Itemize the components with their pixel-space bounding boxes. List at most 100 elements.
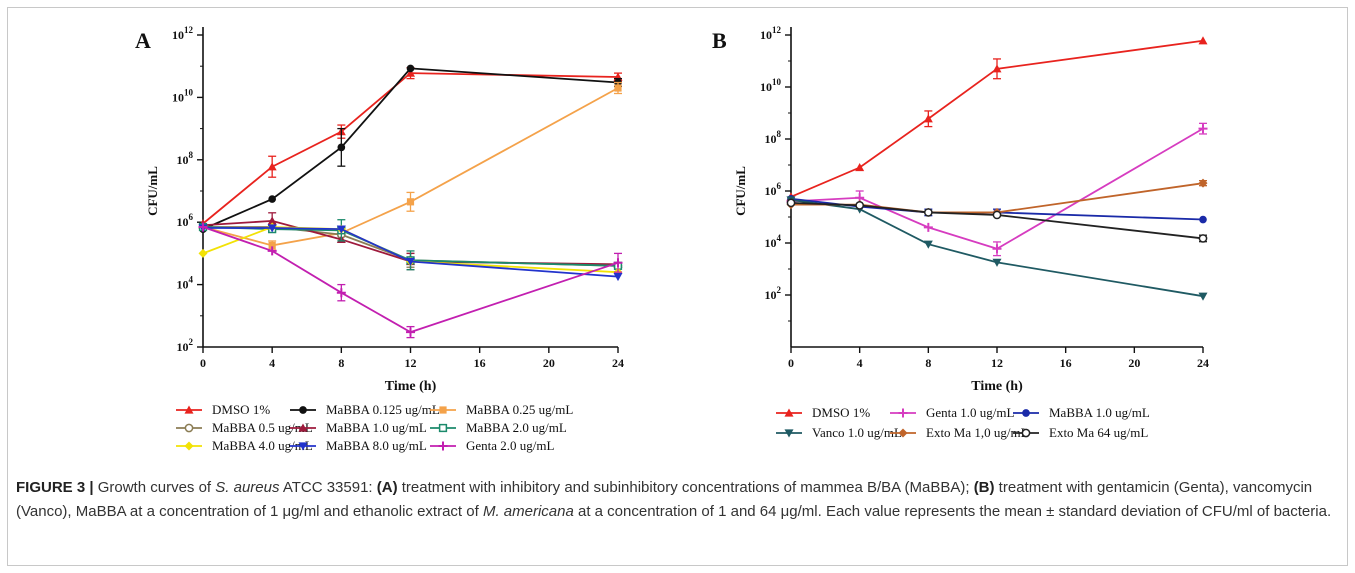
caption-text: Growth curves of [93, 479, 216, 496]
legend-label: MaBBA 4.0 ug/mL [212, 438, 313, 453]
series-2 [199, 81, 622, 251]
data-point-marker [184, 423, 194, 433]
legend-label: MaBBA 0.25 ug/mL [466, 402, 573, 417]
legend-item: Vanco 1.0 ug/mL [776, 425, 902, 440]
legend-item: Exto Ma 1,0 ug/mL [890, 425, 1029, 440]
data-point-marker [784, 429, 794, 438]
figure-frame [7, 7, 1348, 566]
series-8 [198, 222, 623, 339]
data-point-marker [1199, 215, 1207, 224]
legend-item: MaBBA 1.0 ug/mL [290, 420, 427, 435]
x-tick-label: 20 [543, 356, 555, 370]
legend-label: MaBBA 0.125 ug/mL [326, 402, 440, 417]
legend-label: Vanco 1.0 ug/mL [812, 425, 902, 440]
x-tick-label: 4 [857, 356, 863, 370]
legend-item: MaBBA 0.5 ug/mL [176, 420, 313, 435]
legend-label: MaBBA 2.0 ug/mL [466, 420, 567, 435]
data-point-marker [1198, 292, 1208, 301]
x-tick-label: 16 [474, 356, 486, 370]
series-5 [786, 198, 1208, 243]
data-point-marker [267, 224, 277, 233]
legend-label: Genta 1.0 ug/mL [926, 405, 1015, 420]
caption-text: at a concentration of 1 and 64 μg/ml. Ea… [573, 503, 1332, 520]
x-tick-label: 24 [1197, 356, 1209, 370]
data-point-marker [1198, 178, 1208, 188]
data-point-marker [855, 201, 865, 210]
chart-panel-b: B 0 4 8 12 16 20 24 Time (h) 1012 1010 108 106 104 102… [712, 25, 1209, 440]
data-point-marker [267, 216, 277, 225]
data-point-marker [336, 288, 346, 298]
x-tick-label: 4 [269, 356, 275, 370]
data-point-marker [1198, 36, 1208, 45]
data-point-marker [298, 423, 308, 432]
legend: DMSO 1% Genta 1.0 ug/mL MaBBA 1.0 ug/mL Van… [776, 405, 1150, 440]
data-point-marker [406, 198, 415, 206]
y-tick-label: 1010 [172, 87, 194, 104]
data-point-marker [784, 408, 794, 417]
y-tick-label: 108 [177, 150, 194, 167]
data-point-marker [898, 408, 908, 418]
data-point-marker [439, 406, 447, 414]
data-point-marker [267, 162, 277, 171]
data-point-marker [337, 143, 346, 152]
data-point-marker [613, 273, 623, 282]
caption-species: M. americana [482, 503, 574, 520]
data-point-marker [923, 114, 933, 123]
data-point-marker [992, 258, 1002, 267]
data-point-marker [267, 246, 277, 256]
legend-label: DMSO 1% [812, 405, 870, 420]
x-axis-title: Time (h) [971, 379, 1023, 394]
panel-label: A [135, 28, 151, 53]
data-point-marker [299, 406, 307, 414]
x-tick-label: 12 [991, 356, 1003, 370]
data-point-marker [855, 163, 865, 172]
data-point-marker [992, 210, 1002, 220]
y-tick-label: 102 [765, 285, 782, 302]
data-point-marker [992, 64, 1002, 73]
legend-item: MaBBA 0.25 ug/mL [430, 402, 573, 417]
caption-panel-b: (B) [973, 479, 995, 496]
x-tick-label: 24 [612, 356, 624, 370]
legend-item: MaBBA 8.0 ug/mL [290, 438, 427, 453]
x-axis-title: Time (h) [385, 379, 437, 394]
data-point-marker [406, 257, 415, 267]
data-point-marker [268, 241, 276, 250]
data-point-marker [184, 441, 194, 451]
figure-svg: A 0 4 8 12 16 20 24 Time (h) 1012 1010 108 106 104 102… [135, 25, 1209, 453]
data-point-marker [298, 442, 308, 451]
legend-item: Genta 2.0 ug/mL [430, 438, 555, 453]
legend-item: Genta 1.0 ug/mL [890, 405, 1015, 420]
data-point-marker [923, 222, 933, 232]
data-point-marker [992, 244, 1002, 254]
legend-label: Genta 2.0 ug/mL [466, 438, 555, 453]
legend-label: MaBBA 8.0 ug/mL [326, 438, 427, 453]
data-point-marker [1021, 428, 1031, 438]
caption-panel-a: (A) [376, 479, 398, 496]
data-point-marker [786, 198, 796, 208]
y-tick-label: 106 [765, 181, 782, 198]
data-point-marker [1022, 409, 1030, 417]
data-point-marker [923, 240, 933, 249]
y-axis-title: CFU/mL [733, 166, 748, 216]
x-tick-label: 0 [788, 356, 794, 370]
legend-item: MaBBA 0.125 ug/mL [290, 402, 440, 417]
legend-label: MaBBA 1.0 ug/mL [326, 420, 427, 435]
data-point-marker [184, 405, 194, 414]
y-tick-label: 1010 [760, 77, 782, 94]
data-point-marker [923, 208, 933, 217]
legend-label: Exto Ma 64 ug/mL [1049, 425, 1148, 440]
x-tick-label: 0 [200, 356, 206, 370]
data-point-marker [336, 225, 346, 234]
data-point-marker [1198, 124, 1208, 134]
data-point-marker [198, 248, 208, 258]
y-tick-label: 1012 [760, 25, 782, 42]
data-point-marker [406, 327, 415, 337]
data-point-marker [614, 84, 622, 92]
legend-label: Exto Ma 1,0 ug/mL [926, 425, 1029, 440]
legend-label: MaBBA 1.0 ug/mL [1049, 405, 1150, 420]
caption-text: ATCC 33591: [279, 479, 377, 496]
data-point-marker [1198, 234, 1208, 243]
data-point-marker [406, 64, 415, 73]
x-tick-label: 20 [1128, 356, 1140, 370]
y-tick-label: 106 [177, 212, 194, 229]
